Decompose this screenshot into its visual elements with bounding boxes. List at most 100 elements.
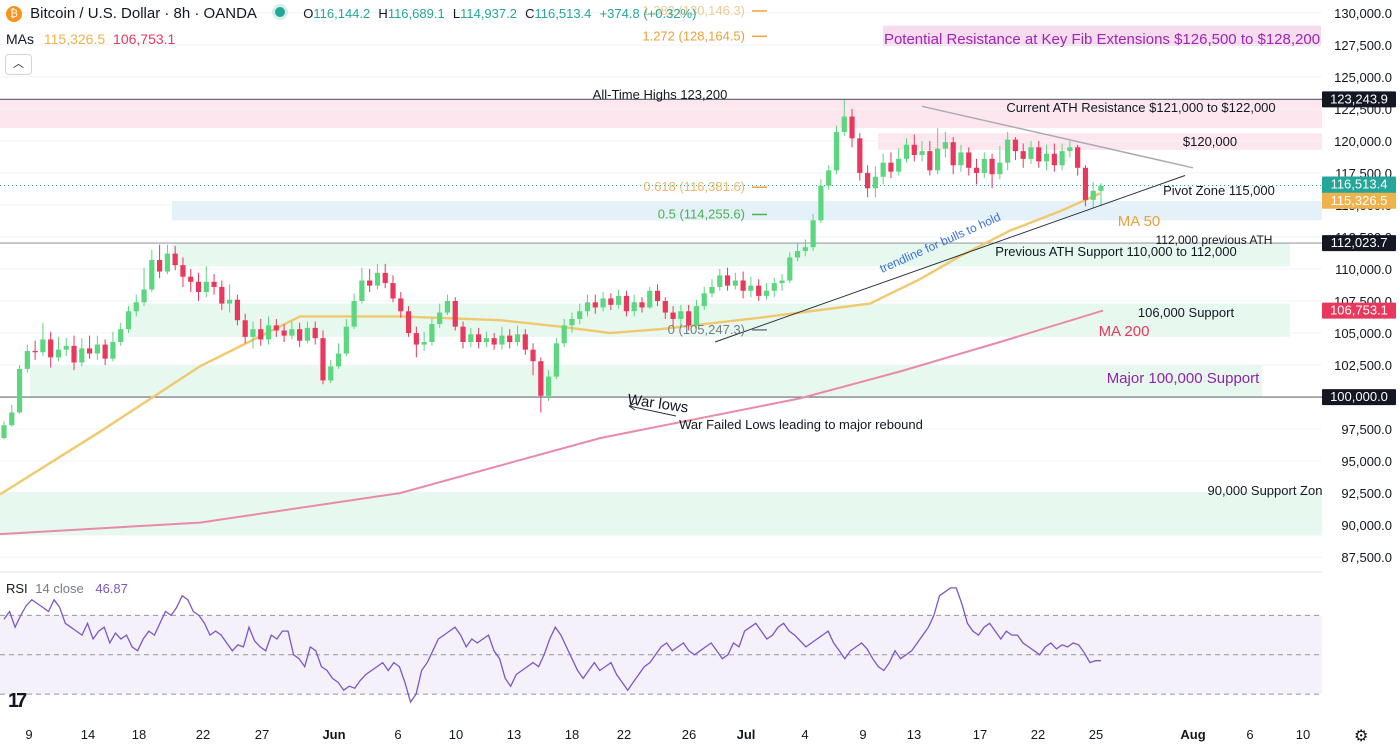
candle-body-104	[810, 220, 816, 248]
candle-body-124	[966, 152, 972, 168]
candle-body-47	[367, 280, 373, 286]
candle-body-132	[1028, 147, 1034, 159]
candle-body-35	[273, 325, 279, 331]
candle-body-39	[304, 327, 311, 341]
time-tick-18: 25	[1089, 727, 1103, 742]
open-label: O	[303, 6, 314, 21]
candle-body-125	[973, 167, 980, 173]
price-axis-background	[1322, 0, 1400, 746]
candle-body-4	[32, 350, 38, 353]
candle-body-122	[950, 142, 956, 166]
candle-body-43	[335, 353, 342, 367]
high-label: H	[378, 6, 388, 21]
collapse-legend-button[interactable]: ︿	[5, 54, 32, 75]
rsi-params: 14 close	[35, 581, 84, 596]
zone-5	[30, 365, 1262, 398]
previous-ath-annotation: 112,000 previous ATH	[1156, 233, 1273, 247]
candle-body-101	[787, 257, 793, 281]
horizontal-lines-layer	[0, 98, 1322, 398]
candle-body-95	[740, 280, 746, 291]
zone-0	[0, 99, 1322, 129]
rsi-legend[interactable]: RSI 14 close 46.87	[6, 581, 132, 596]
candle-body-57	[444, 301, 451, 313]
zones-layer	[0, 25, 1322, 536]
ma200-annotation: MA 200	[1099, 323, 1150, 340]
candle-body-133	[1036, 147, 1042, 162]
symbol-title[interactable]: Bitcoin / U.S. Dollar · 8h · OANDA	[30, 5, 257, 22]
candle-body-17	[133, 302, 139, 312]
candle-body-118	[919, 151, 925, 155]
candle-body-107	[833, 131, 840, 171]
candle-body-90	[701, 293, 707, 307]
time-tick-10: 22	[617, 727, 631, 742]
candle-body-110	[857, 138, 863, 173]
grid-layer	[0, 12, 1400, 573]
candle-body-6	[48, 339, 54, 358]
candle-body-87	[678, 311, 684, 319]
candle-body-23	[180, 265, 186, 277]
candle-body-66	[514, 334, 521, 342]
candle-body-79	[616, 295, 622, 305]
candle-body-115	[896, 158, 902, 172]
arrow-head-icon	[628, 402, 637, 411]
ath-resistance-annotation: Current ATH Resistance $121,000 to $122,…	[1006, 100, 1275, 115]
support-106k-annotation: 106,000 Support	[1138, 305, 1235, 320]
price-tick-8: 110,000.0	[1335, 262, 1392, 277]
candle-body-24	[188, 276, 194, 282]
rsi-value: 46.87	[95, 581, 128, 596]
candle-body-134	[1043, 153, 1050, 162]
candle-body-93	[724, 275, 731, 286]
chevron-up-icon: ︿	[13, 58, 24, 70]
candle-body-22	[172, 253, 178, 266]
candle-body-84	[654, 290, 661, 302]
time-tick-9: 18	[565, 727, 579, 742]
candle-body-14	[110, 342, 116, 359]
candle-body-136	[1059, 151, 1065, 166]
candle-body-59	[460, 326, 466, 342]
candle-body-89	[693, 306, 700, 326]
candle-body-116	[903, 144, 910, 159]
price-tick-10: 105,000.0	[1334, 326, 1392, 341]
time-tick-1: 14	[81, 727, 95, 742]
candle-body-100	[779, 280, 785, 284]
gear-icon[interactable]: ⚙	[1354, 728, 1369, 745]
price-badge-label-3: 112,023.7	[1331, 235, 1388, 250]
candle-body-42	[328, 366, 334, 381]
time-tick-3: 22	[196, 727, 210, 742]
candle-body-77	[600, 298, 606, 308]
rsi-line	[3, 587, 1101, 704]
candle-body-109	[849, 116, 855, 139]
candle-body-75	[584, 302, 591, 312]
previous-ath-support-annotation: Previous ATH Support 110,000 to 112,000	[995, 244, 1236, 259]
bitcoin-icon: ₿	[6, 6, 22, 22]
ma-legend[interactable]: MAs 115,326.5 106,753.1	[6, 31, 179, 47]
tradingview-logo-icon[interactable]: 17	[8, 690, 27, 712]
candle-body-102	[794, 251, 801, 258]
candle-body-140	[1090, 190, 1096, 200]
candle-body-112	[872, 176, 878, 189]
candle-body-83	[647, 290, 653, 308]
candle-body-129	[1005, 139, 1011, 163]
price-badge-label-0: 123,243.9	[1330, 91, 1388, 106]
fib-extension-zone	[883, 25, 1321, 47]
fib-label-0: 1.382 (130,146.3)	[642, 3, 745, 18]
price-tick-16: 90,000.0	[1341, 518, 1392, 533]
low-label: L	[452, 6, 461, 21]
fib-label-1: 1.272 (128,164.5)	[642, 28, 745, 43]
candle-body-123	[958, 152, 964, 166]
candle-body-61	[475, 334, 482, 342]
pivot-zone-annotation: Pivot Zone 115,000	[1163, 183, 1275, 198]
candle-body-85	[662, 301, 668, 313]
candle-body-3	[24, 350, 30, 369]
price-tick-0: 130,000.0	[1334, 6, 1392, 21]
candle-body-139	[1082, 167, 1089, 200]
price-axis[interactable]: 130,000.0127,500.0125,000.0122,500.0120,…	[1322, 0, 1400, 746]
time-tick-8: 13	[507, 727, 521, 742]
candle-body-63	[491, 338, 497, 345]
candle-body-111	[864, 172, 871, 189]
ma200-legend-value: 106,753.1	[113, 31, 176, 47]
change-value: +374.8 (+0.32%)	[599, 6, 697, 21]
time-axis[interactable]: 9 14 18 22 27 Jun 6 10 13 18 22 26 Jul 4 9 13 17 22 25 Aug 6…	[25, 727, 1310, 742]
candle-body-105	[818, 185, 824, 221]
